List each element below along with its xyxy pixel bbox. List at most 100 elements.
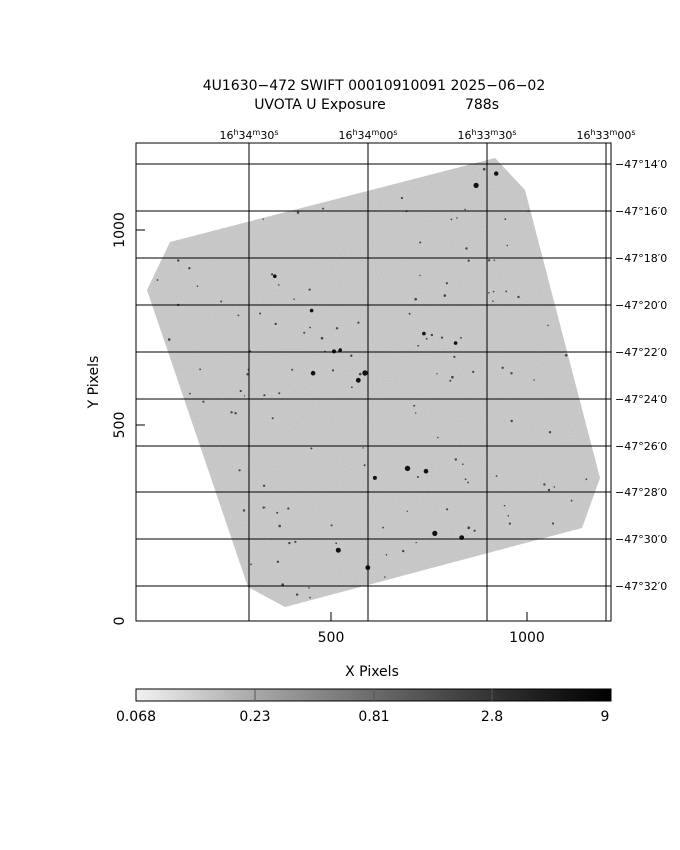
star-point <box>276 511 279 514</box>
star-point <box>416 476 419 478</box>
star-point <box>417 344 420 347</box>
colorbar-label: 0.81 <box>358 709 389 725</box>
star-point <box>547 488 551 492</box>
dec-label: −47°26′0 <box>615 440 667 453</box>
star-point <box>196 285 199 288</box>
star-point <box>508 522 511 525</box>
star-point <box>419 241 422 244</box>
star-point <box>167 338 171 341</box>
star-point <box>547 324 549 327</box>
y-axis-title: Y Pixels <box>86 356 102 410</box>
star-point <box>548 431 552 434</box>
star-point <box>355 377 361 383</box>
star-point <box>335 542 338 545</box>
star-point <box>415 541 417 544</box>
star-point <box>414 297 418 301</box>
star-point <box>506 244 509 247</box>
star-point <box>156 279 159 281</box>
ra-label: 16h33m30s <box>457 128 516 142</box>
star-point <box>271 273 274 276</box>
star-point <box>288 541 291 545</box>
dec-label: −47°28′0 <box>615 486 667 499</box>
star-point <box>276 560 280 563</box>
star-point <box>271 417 274 420</box>
star-point <box>482 167 486 171</box>
star-point <box>338 348 342 352</box>
star-point <box>331 369 335 372</box>
star-point <box>510 372 513 375</box>
dec-label: −47°20′0 <box>615 299 667 312</box>
star-point <box>362 447 364 449</box>
star-point <box>437 436 439 439</box>
star-point <box>384 576 386 578</box>
star-point <box>451 375 454 379</box>
x-tick-label: 500 <box>318 630 345 646</box>
star-point <box>408 312 411 315</box>
dec-label: −47°32′0 <box>615 580 667 593</box>
star-point <box>281 583 285 586</box>
coordinate-grid <box>136 143 611 621</box>
star-point <box>430 333 434 337</box>
star-point <box>585 478 588 481</box>
star-point <box>295 593 299 596</box>
star-point <box>309 326 311 329</box>
star-point <box>415 412 417 414</box>
star-point <box>308 288 311 291</box>
star-point <box>274 322 277 326</box>
y-tick-label: 0 <box>112 617 128 626</box>
star-point <box>445 282 448 285</box>
colorbar-label: 2.8 <box>481 709 503 725</box>
pixel-axis-ticks <box>136 229 528 622</box>
colorbar-label: 9 <box>601 709 610 725</box>
colorbar-label: 0.23 <box>239 709 270 725</box>
star-point <box>404 465 411 472</box>
star-point <box>492 290 495 293</box>
star-point <box>551 522 555 525</box>
star-point <box>246 373 249 376</box>
star-point <box>423 468 429 474</box>
star-point <box>330 524 333 527</box>
star-point <box>278 524 282 528</box>
star-point <box>492 300 494 303</box>
ra-axis-labels: 16h34m30s 16h34m00s 16h33m30s 16h33m00s <box>219 128 635 142</box>
star-point <box>553 486 556 488</box>
star-point <box>363 464 366 467</box>
star-point <box>493 259 496 262</box>
star-point <box>351 386 353 389</box>
dec-label: −47°14′0 <box>615 158 667 171</box>
star-point <box>467 481 469 484</box>
star-point <box>202 400 205 403</box>
image-noise <box>147 158 600 607</box>
star-point <box>263 394 266 397</box>
star-point <box>440 336 444 339</box>
star-point <box>453 341 458 345</box>
star-point <box>413 404 416 407</box>
star-point <box>570 499 573 502</box>
star-point <box>467 526 471 529</box>
star-point <box>432 530 438 537</box>
star-point <box>310 447 313 450</box>
star-point <box>303 331 306 334</box>
y-tick-label: 500 <box>112 412 128 439</box>
star-point <box>467 259 470 262</box>
star-point <box>505 290 508 293</box>
star-point <box>473 529 476 532</box>
star-point <box>262 506 265 509</box>
star-point <box>517 295 520 299</box>
star-point <box>262 218 264 220</box>
star-point <box>564 354 568 357</box>
star-point <box>454 458 457 461</box>
star-point <box>220 300 223 303</box>
title-line1: 4U1630−472 SWIFT 00010910091 2025−06−02 <box>203 78 546 94</box>
star-field <box>156 167 588 599</box>
title-exposure-label: UVOTA U Exposure <box>254 97 386 113</box>
dec-axis-labels: −47°14′0 −47°16′0 −47°18′0 −47°20′0 −47°… <box>615 158 667 593</box>
star-point <box>460 336 462 339</box>
sky-image <box>147 158 600 607</box>
dec-label: −47°16′0 <box>615 205 667 218</box>
star-point <box>362 370 368 376</box>
star-point <box>464 478 467 481</box>
star-point <box>456 217 458 219</box>
star-point <box>419 274 421 277</box>
